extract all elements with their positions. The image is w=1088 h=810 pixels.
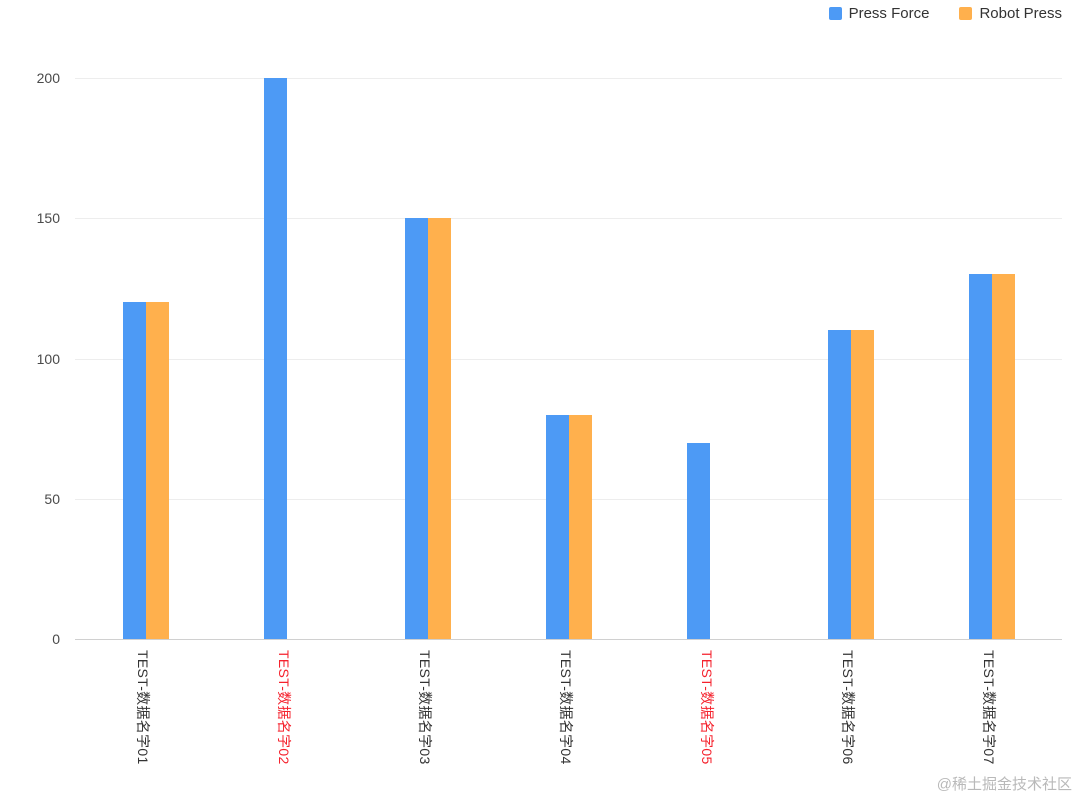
x-axis-category-label: TEST-数据名字02 xyxy=(276,650,292,765)
gridline xyxy=(75,218,1062,219)
y-axis-tick-label: 0 xyxy=(52,631,60,647)
bar-robot-press[interactable] xyxy=(851,330,874,639)
legend-item-robot-press[interactable]: Robot Press xyxy=(959,5,1062,22)
y-axis-tick-label: 150 xyxy=(36,210,60,226)
bar-robot-press[interactable] xyxy=(569,415,592,639)
y-axis-tick-label: 200 xyxy=(36,70,60,86)
legend-swatch-robot-press xyxy=(959,7,973,20)
y-axis-tick-label: 50 xyxy=(44,491,60,507)
legend-label-press-force: Press Force xyxy=(848,5,930,22)
x-axis-category-label: TEST-数据名字01 xyxy=(135,650,151,765)
bar-press-force[interactable] xyxy=(546,415,569,639)
x-axis-category-label: TEST-数据名字07 xyxy=(981,650,997,765)
watermark: @稀土掘金技术社区 xyxy=(936,776,1072,793)
bar-robot-press[interactable] xyxy=(992,274,1015,639)
legend-label-robot-press: Robot Press xyxy=(979,5,1062,22)
bar-press-force[interactable] xyxy=(828,330,851,639)
x-axis-category-label: TEST-数据名字04 xyxy=(558,650,574,765)
bar-press-force[interactable] xyxy=(264,78,287,639)
bar-press-force[interactable] xyxy=(405,218,428,639)
gridline xyxy=(75,359,1062,360)
bar-robot-press[interactable] xyxy=(146,302,169,639)
x-axis-line xyxy=(75,639,1062,640)
x-axis-category-label: TEST-数据名字06 xyxy=(840,650,856,765)
bar-press-force[interactable] xyxy=(123,302,146,639)
bar-press-force[interactable] xyxy=(687,443,710,639)
legend: Press Force Robot Press xyxy=(828,5,1062,22)
x-axis-category-label: TEST-数据名字03 xyxy=(417,650,433,765)
legend-swatch-press-force xyxy=(828,7,842,20)
y-axis-tick-label: 100 xyxy=(36,351,60,367)
x-axis-category-label: TEST-数据名字05 xyxy=(699,650,715,765)
gridline xyxy=(75,78,1062,79)
bar-press-force[interactable] xyxy=(969,274,992,639)
legend-item-press-force[interactable]: Press Force xyxy=(828,5,930,22)
bar-robot-press[interactable] xyxy=(428,218,451,639)
